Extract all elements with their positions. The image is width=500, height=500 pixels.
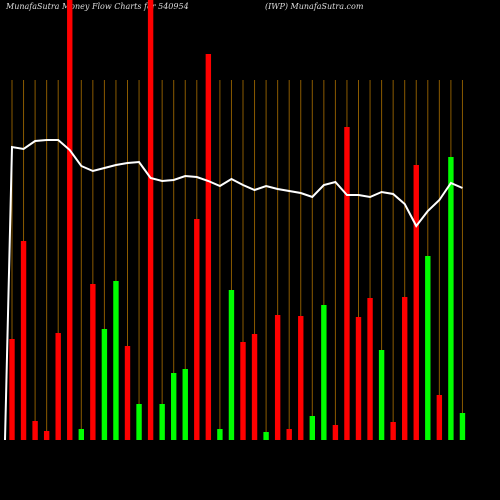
bar — [124, 346, 131, 440]
bar — [32, 421, 38, 440]
bar — [448, 157, 454, 440]
bar — [332, 425, 339, 440]
bar — [101, 329, 108, 440]
bar — [228, 290, 235, 440]
bar — [367, 298, 373, 440]
bar — [147, 0, 154, 440]
bar — [274, 315, 281, 440]
bar — [171, 373, 177, 440]
bar — [194, 219, 200, 440]
bar — [67, 0, 73, 440]
bar — [20, 241, 27, 440]
bar — [459, 413, 466, 440]
bar — [159, 404, 165, 440]
bar — [378, 350, 385, 440]
bar — [251, 334, 258, 440]
bar — [78, 429, 84, 440]
price-line — [4, 139, 463, 441]
bar — [355, 317, 362, 440]
bar — [217, 429, 223, 440]
bar — [90, 284, 96, 440]
bar — [344, 127, 350, 440]
bar — [43, 431, 50, 440]
bar — [205, 54, 212, 440]
bar — [390, 422, 396, 440]
bar — [402, 297, 408, 440]
bar — [113, 281, 119, 440]
bar — [425, 256, 431, 440]
bar — [436, 395, 443, 440]
bar — [321, 305, 327, 440]
chart-title: MunafaSutra Money Flow Charts for 540954 — [5, 2, 189, 11]
bar — [136, 404, 142, 440]
bar — [286, 429, 292, 440]
bar — [55, 333, 61, 440]
bar — [298, 316, 304, 440]
bar — [182, 369, 188, 440]
bar — [309, 416, 315, 440]
bar — [9, 339, 15, 440]
bar — [413, 165, 419, 440]
chart-subtitle: (IWP) MunafaSutra.com — [265, 2, 364, 11]
bar — [240, 342, 246, 440]
bar — [263, 432, 269, 440]
